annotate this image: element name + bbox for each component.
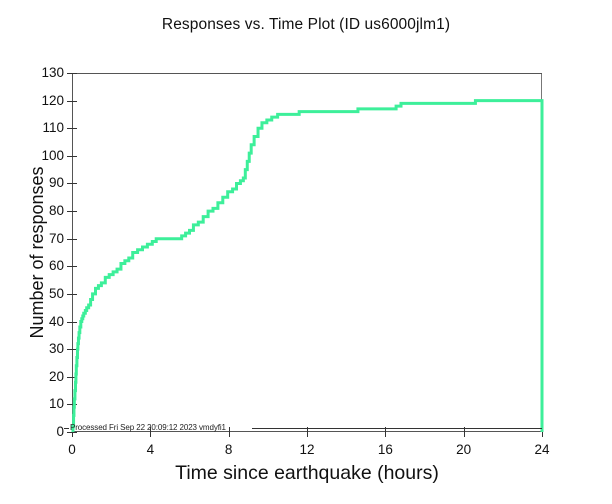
y-tick-label: 90 [48,175,64,191]
y-tick-label: 0 [56,424,64,439]
y-tick-mark [67,321,77,323]
y-tick-label: 100 [41,147,64,163]
y-tick-label: 30 [48,341,64,357]
data-series-line [71,99,544,432]
y-tick-label: 70 [48,230,64,246]
y-tick-label: 60 [48,258,64,274]
y-tick-mark [67,183,77,185]
plot-top-rule [72,73,542,74]
x-tick-mark [150,427,152,437]
x-axis-title: Time since earthquake (hours) [175,462,439,484]
y-tick-mark [67,238,77,240]
y-tick-label: 50 [48,285,64,301]
x-tick-label: 0 [68,442,76,457]
y-tick-mark [67,73,77,74]
x-tick-label: 4 [146,442,155,457]
y-tick-mark [67,100,77,102]
processed-note-dash-right [252,428,542,429]
x-tick-label: 8 [224,442,233,457]
processed-note-dash-left [64,428,69,429]
y-tick-mark [67,376,77,378]
y-tick-label: 110 [42,120,64,136]
x-tick-mark [307,427,308,437]
y-tick-mark [67,266,77,268]
x-tick-mark [463,427,465,437]
y-tick-mark [67,211,77,213]
y-tick-mark [67,349,77,351]
x-tick-label: 12 [299,442,315,457]
y-tick-mark [67,155,77,157]
page-title: Responses vs. Time Plot (ID us6000jlm1) [161,16,451,33]
y-tick-mark [67,293,77,295]
x-tick-mark [385,427,387,437]
y-tick-label: 40 [48,313,64,329]
y-tick-label: 10 [48,396,64,412]
x-tick-label: 24 [534,442,550,457]
y-tick-label: 20 [48,368,64,384]
y-tick-label: 130 [41,65,64,80]
y-tick-label: 80 [48,203,64,219]
x-tick-mark [228,427,230,437]
processed-note: Processed Fri Sep 22 20:09:12 2023 vmdyf… [70,423,226,432]
y-tick-mark [67,128,77,130]
y-tick-mark [67,404,77,406]
x-tick-label: 16 [377,442,393,457]
x-tick-label: 20 [456,442,472,457]
y-tick-label: 120 [41,92,64,108]
plot-area: 0 10 20 30 40 50 60 70 80 90 100 110 120 130 0 4 8 12 16 2… [41,65,549,457]
